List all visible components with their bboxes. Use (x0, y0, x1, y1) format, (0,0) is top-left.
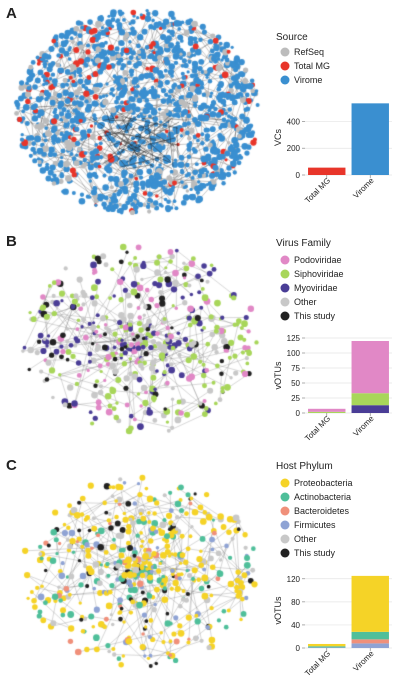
legend-label-actinobacteria: Actinobacteria (294, 492, 351, 502)
y-tick-label: 50 (291, 379, 300, 388)
legend-swatch-actinobacteria (280, 492, 290, 502)
y-tick-label: 0 (296, 171, 301, 180)
legend-swatch-bacteroidetes (280, 506, 290, 516)
legend-swatch-this-study (280, 311, 290, 321)
legend-source: Source RefSeq Total MG Virome (276, 32, 330, 85)
bar-chart-votus-family: 0 25 50 75 100 125 Total MG Virome vOTUs (273, 334, 392, 443)
legend-host-phylum: Host Phylum Proteobacteria Actinobacteri… (276, 461, 353, 558)
legend-label-other: Other (294, 534, 317, 544)
legend-label-proteobacteria: Proteobacteria (294, 478, 353, 488)
legend-swatch-virome (280, 75, 290, 85)
bar-virome-actinobacteria (351, 631, 389, 640)
legend-title: Virus Family (276, 238, 331, 249)
bar-virome-myoviridae (351, 405, 389, 413)
y-tick-label: 125 (287, 334, 301, 343)
bar-chart-vcs: 0 200 400 Total MG Virome VCs (273, 103, 392, 205)
legend-label-refseq: RefSeq (294, 47, 324, 57)
bar-total-mg (308, 167, 346, 175)
legend-title: Source (276, 32, 308, 43)
bar-total-mg-actinobacteria (308, 646, 346, 648)
legend-swatch-this-study (280, 548, 290, 558)
y-tick-label: 200 (287, 144, 301, 153)
y-axis-label: VCs (273, 129, 283, 147)
legend-label-this-study: This study (294, 548, 336, 558)
panel-letter-c: C (6, 457, 17, 474)
legend-label-total-mg: Total MG (294, 61, 330, 71)
bar-total-mg-siphoviridae (308, 411, 346, 413)
legend-label-bacteroidetes: Bacteroidetes (294, 506, 350, 516)
y-tick-label: 100 (287, 349, 301, 358)
x-tick-label-virome: Virome (351, 176, 376, 201)
legend-label-firmicutes: Firmicutes (294, 520, 336, 530)
bar-virome-bacteroidetes (351, 639, 389, 644)
y-tick-label: 0 (296, 644, 301, 653)
legend-swatch-other (280, 534, 290, 544)
y-tick-label: 400 (287, 117, 301, 126)
bar-total-mg-proteobacteria (308, 643, 346, 647)
bar-virome-podoviridae (351, 341, 389, 394)
legend-swatch-refseq (280, 47, 290, 57)
legend-label-this-study: This study (294, 311, 336, 321)
panel-letter-b: B (6, 233, 17, 250)
x-tick-label-virome: Virome (351, 414, 376, 439)
legend-virus-family: Virus Family Podoviridae Siphoviridae My… (276, 238, 344, 321)
bar-total-mg-firmicutes (308, 647, 346, 648)
x-tick-label-virome: Virome (351, 649, 376, 674)
y-tick-label: 80 (291, 598, 300, 607)
legend-swatch-firmicutes (280, 520, 290, 530)
legend-label-other: Other (294, 297, 317, 307)
bar-chart-votus-host: 0 40 80 120 Total MG Virome vOTUs (273, 575, 392, 678)
legend-label-myoviridae: Myoviridae (294, 283, 338, 293)
y-tick-label: 120 (287, 575, 301, 584)
legend-swatch-siphoviridae (280, 269, 290, 279)
y-axis-label: vOTUs (273, 361, 283, 389)
bar-virome-siphoviridae (351, 393, 389, 406)
legend-label-podoviridae: Podoviridae (294, 255, 342, 265)
legend-swatch-proteobacteria (280, 478, 290, 488)
legend-label-virome: Virome (294, 75, 322, 85)
x-tick-label-total-mg: Total MG (303, 176, 332, 205)
y-axis-label: vOTUs (273, 596, 283, 624)
bar-virome (351, 103, 389, 175)
x-tick-label-total-mg: Total MG (303, 649, 332, 678)
legend-swatch-other (280, 297, 290, 307)
legend-title: Host Phylum (276, 461, 333, 472)
y-tick-label: 75 (291, 364, 300, 373)
bar-virome-proteobacteria (351, 575, 389, 632)
y-tick-label: 25 (291, 394, 300, 403)
x-tick-label-total-mg: Total MG (303, 414, 332, 443)
bar-total-mg-podoviridae (308, 408, 346, 412)
y-tick-label: 40 (291, 621, 300, 630)
y-tick-label: 0 (296, 409, 301, 418)
bar-virome-firmicutes (351, 643, 389, 648)
panel-letter-a: A (6, 5, 17, 22)
legend-label-siphoviridae: Siphoviridae (294, 269, 344, 279)
legend-swatch-myoviridae (280, 283, 290, 293)
legend-swatch-podoviridae (280, 255, 290, 265)
legend-swatch-total-mg (280, 61, 290, 71)
